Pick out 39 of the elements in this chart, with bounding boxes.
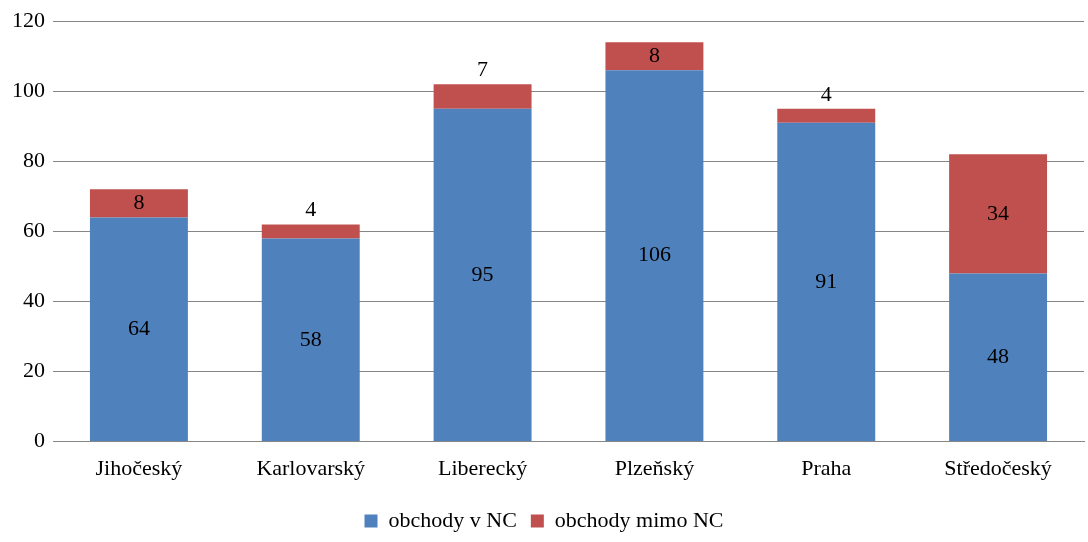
data-label: 34	[987, 199, 1010, 225]
data-label: 8	[648, 42, 660, 68]
bar	[89, 217, 188, 442]
legend-label: obchody v NC	[388, 506, 517, 532]
bar	[777, 122, 876, 442]
data-label: 48	[987, 343, 1010, 369]
bar	[433, 108, 532, 442]
bar	[433, 84, 532, 109]
x-tick-label: Liberecký	[438, 454, 528, 480]
x-tick-label: Jihočeský	[95, 454, 183, 480]
data-label: 64	[127, 315, 150, 341]
y-tick-label: 120	[12, 6, 45, 32]
bar	[777, 108, 876, 123]
bar	[89, 189, 188, 218]
y-tick-label: 60	[23, 217, 45, 243]
data-label: 4	[820, 80, 832, 106]
x-tick-label: Praha	[801, 454, 852, 480]
data-label: 7	[477, 56, 489, 82]
data-label: 4	[305, 196, 317, 222]
data-label: 106	[637, 241, 671, 267]
y-tick-label: 40	[23, 287, 45, 313]
legend-label: obchody mimo NC	[554, 506, 724, 532]
x-tick-label: Karlovarský	[256, 454, 366, 480]
data-label: 91	[815, 267, 838, 293]
x-tick-label: Plzeňský	[614, 454, 695, 480]
y-tick-label: 80	[23, 147, 45, 173]
y-tick-label: 20	[23, 357, 45, 383]
bar	[605, 70, 704, 442]
bar	[261, 238, 360, 442]
x-tick-label: Středočeský	[944, 454, 1052, 480]
bar	[949, 273, 1048, 442]
y-tick-label: 100	[12, 77, 45, 103]
bar	[949, 154, 1048, 274]
data-label: 8	[133, 189, 145, 215]
y-tick-label: 0	[34, 427, 45, 453]
data-label: 95	[471, 260, 494, 286]
bar	[605, 42, 704, 71]
data-label: 58	[299, 325, 322, 351]
bar	[261, 224, 360, 239]
